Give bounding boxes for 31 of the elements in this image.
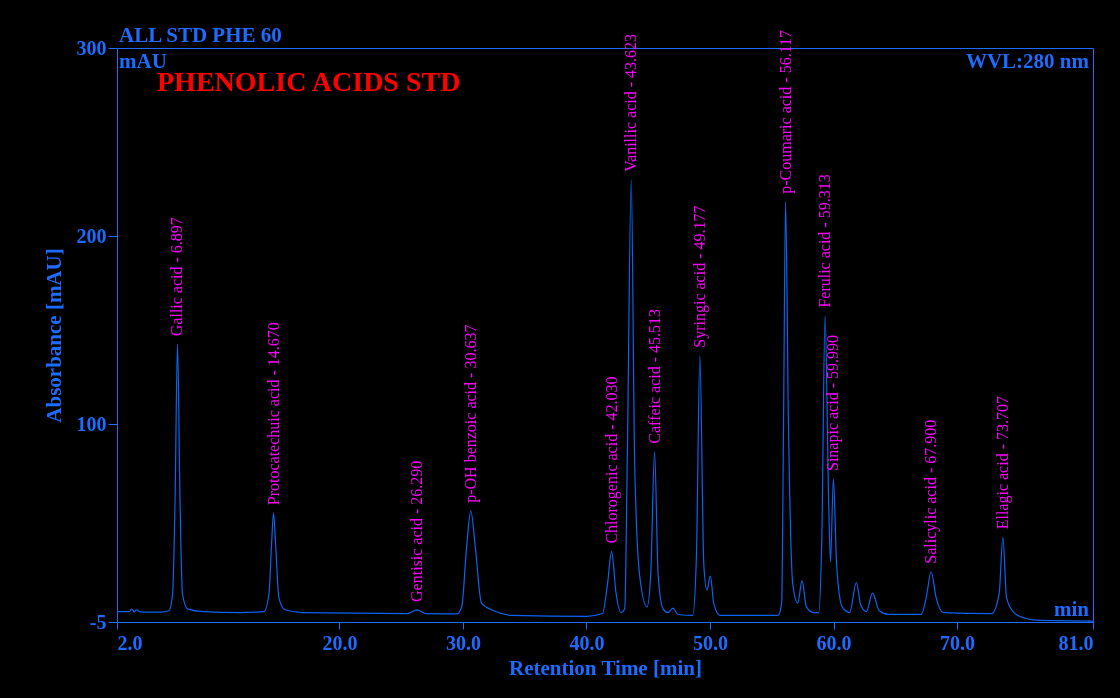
x-tick-label: 50.0 [693, 631, 729, 654]
annotation: Protocatechuic acid - 14.670 [264, 322, 282, 506]
annotation: Vanillic acid - 43.623 [622, 33, 640, 172]
x-tick-label: 20.0 [322, 631, 358, 654]
annotation: Gentisic acid - 26.290 [408, 460, 426, 602]
y-tick-label: 300 [76, 36, 107, 59]
annotation: p-Coumaric acid - 56.117 [776, 29, 795, 194]
annotation: Syringic acid - 49.177 [690, 205, 709, 348]
annotation: Ferulic acid - 59.313 [816, 174, 834, 308]
text: ALL STD PHE 60 [119, 23, 282, 47]
x-tick-label: 40.0 [569, 631, 605, 654]
annotation: p-OH benzoic acid - 30.637 [461, 324, 480, 503]
annotation: Salicylic acid - 67.900 [922, 419, 941, 564]
annotation: min [1053, 597, 1090, 621]
annotation: Ellagic acid - 73.707 [993, 396, 1012, 530]
y-tick-label: 100 [76, 412, 107, 435]
y-tick-label: -5 [89, 610, 107, 633]
annotation: Sinapic acid - 59.990 [824, 335, 843, 471]
x-tick-label: 81.0 [1058, 631, 1094, 654]
annotation: Caffeic acid - 45.513 [645, 308, 663, 444]
x-tick-label: 2.0 [117, 631, 143, 654]
annotation: Chlorogenic acid - 42.030 [602, 376, 621, 544]
x-tick-label: 70.0 [940, 631, 976, 654]
annotation: WVL:280 nm [965, 49, 1090, 73]
annotation: Gallic acid - 6.897 [168, 217, 186, 337]
x-axis-title: Retention Time [min] [509, 655, 702, 680]
x-tick-label: 60.0 [816, 631, 852, 654]
x-tick-label: 30.0 [445, 631, 481, 654]
annotation: mAU [119, 49, 167, 73]
y-axis-title: Absorbance [mAU] [41, 248, 66, 423]
y-tick-label: 200 [76, 224, 107, 247]
